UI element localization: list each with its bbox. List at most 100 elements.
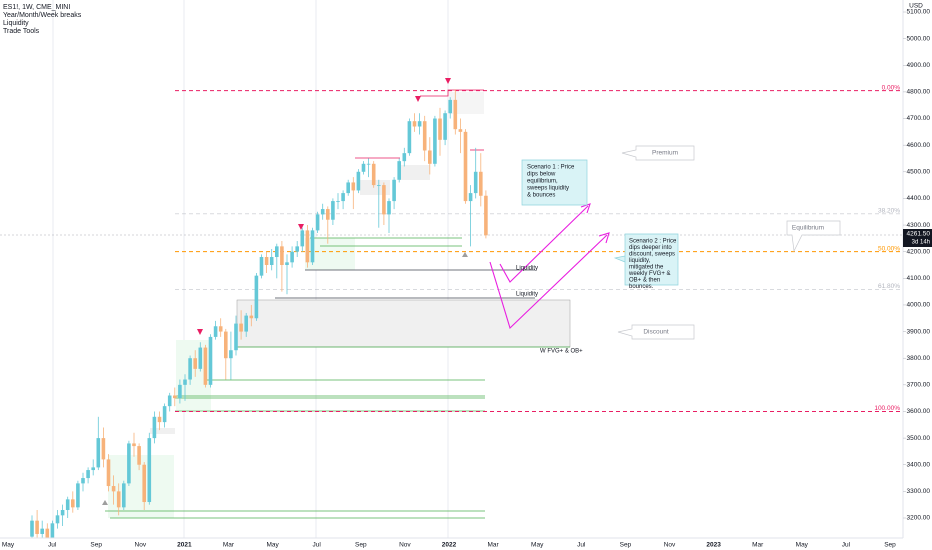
candle-body	[259, 257, 264, 276]
candle-body	[30, 520, 34, 537]
candle-body	[438, 118, 442, 140]
candle-body	[173, 395, 177, 399]
scenario-2-line: Scenario 2 : Price	[629, 239, 677, 245]
candle-body	[300, 230, 305, 247]
y-tick-label: 3800.00	[907, 355, 931, 362]
zones	[108, 92, 571, 518]
y-tick-label: 5100.00	[907, 9, 931, 16]
candle-body	[412, 121, 417, 127]
callouts: Scenario 1 : Price dips below equilibriu…	[516, 145, 841, 355]
y-tick-label: 4900.00	[907, 62, 931, 69]
candle-body	[224, 331, 228, 359]
price-tag	[903, 229, 932, 247]
y-tick-label: 5000.00	[907, 35, 931, 42]
x-tick-label: Nov	[664, 542, 676, 549]
candle-body	[407, 121, 412, 154]
fib-label: 50.00%	[878, 245, 900, 252]
candle-body	[157, 416, 162, 423]
y-tick-label: 4400.00	[907, 195, 931, 202]
candle-body	[137, 446, 141, 465]
candle-body	[203, 347, 208, 385]
candle-body	[473, 171, 478, 194]
y-tick-label: 3600.00	[907, 408, 931, 415]
x-tick-label: Jul	[313, 542, 322, 549]
y-tick-label: 3700.00	[907, 382, 931, 389]
candle-body	[234, 323, 238, 351]
y-tick-label: 3500.00	[907, 435, 931, 442]
candle-body	[382, 185, 386, 215]
candle-body	[249, 315, 254, 319]
candle-body	[448, 99, 452, 114]
candle-body	[198, 347, 203, 369]
candle-body	[305, 230, 310, 263]
x-tick-label: Jul	[48, 542, 57, 549]
scenario-1-line: equilibrium,	[527, 179, 558, 185]
candle-body	[60, 510, 65, 516]
candle-body	[183, 379, 187, 385]
x-tick-label: 2022	[442, 542, 457, 549]
plot-area: 0.00% 38.20% 50.00% 61.80% 100.00% Scenario …	[0, 0, 903, 538]
candle-body	[443, 113, 447, 140]
candle-body	[111, 486, 116, 492]
candle-body	[86, 470, 90, 479]
candle-body	[428, 150, 432, 164]
candle-body	[239, 323, 243, 332]
fib-label: 61.80%	[878, 283, 900, 290]
candle-body	[433, 118, 437, 164]
candle-body	[264, 257, 269, 265]
candle-body	[76, 483, 80, 508]
y-tick-label: 3200.00	[907, 515, 931, 522]
y-tick-label: 4300.00	[907, 222, 931, 229]
candle-body	[167, 395, 172, 407]
fib-label: 100.00%	[874, 405, 900, 412]
candle-body	[463, 131, 468, 202]
scenario-2-line: weekly FVG+ &	[628, 271, 671, 277]
candle-body	[254, 275, 259, 319]
candle-body	[147, 438, 152, 503]
scenario-arrows	[489, 203, 610, 330]
candle-body	[116, 491, 121, 508]
y-tick-label: 4700.00	[907, 115, 931, 122]
x-tick-label: 2023	[706, 542, 721, 549]
y-tick-label: 4500.00	[907, 169, 931, 176]
candle-body	[40, 528, 44, 534]
liquidity-label: Liquidity	[516, 292, 538, 298]
candle-body	[377, 185, 381, 186]
candle-body	[346, 182, 350, 194]
x-tick-label: Sep	[620, 542, 632, 549]
countdown: 3d 14h	[912, 240, 930, 246]
y-tick-label: 3400.00	[907, 461, 931, 468]
y-tick-label: 4200.00	[907, 248, 931, 255]
x-tick-label: Mar	[223, 542, 235, 549]
candle-body	[269, 257, 274, 265]
candle-body	[101, 438, 106, 460]
indicator: Year/Month/Week breaks	[3, 12, 82, 19]
candle-body	[315, 214, 320, 231]
discount-label: Discount	[643, 329, 668, 336]
x-tick-label: Sep	[355, 542, 367, 549]
y-tick-label: 4000.00	[907, 302, 931, 309]
x-tick-label: May	[796, 542, 809, 549]
candle-body	[402, 153, 407, 162]
candle-body	[458, 129, 463, 132]
candle-body	[35, 520, 39, 534]
liquidity-label: Liquidity	[516, 266, 538, 272]
candle-body	[295, 246, 299, 252]
candle-body	[285, 262, 289, 265]
x-tick-label: Jul	[842, 542, 851, 549]
last-price: 4261.50	[907, 231, 931, 238]
candle-body	[45, 528, 50, 538]
candle-body	[361, 163, 366, 172]
y-tick-label: 3300.00	[907, 488, 931, 495]
y-tick-label: 4600.00	[907, 142, 931, 149]
fib-label: 38.20%	[878, 208, 900, 215]
x-tick-label: Sep	[90, 542, 102, 549]
candle-body	[152, 416, 157, 439]
candle-body	[392, 179, 396, 202]
candle-body	[208, 336, 213, 385]
candle-body	[310, 230, 315, 263]
premium-label: Premium	[652, 150, 678, 157]
candle-body	[351, 182, 356, 191]
candle-body	[218, 326, 223, 332]
